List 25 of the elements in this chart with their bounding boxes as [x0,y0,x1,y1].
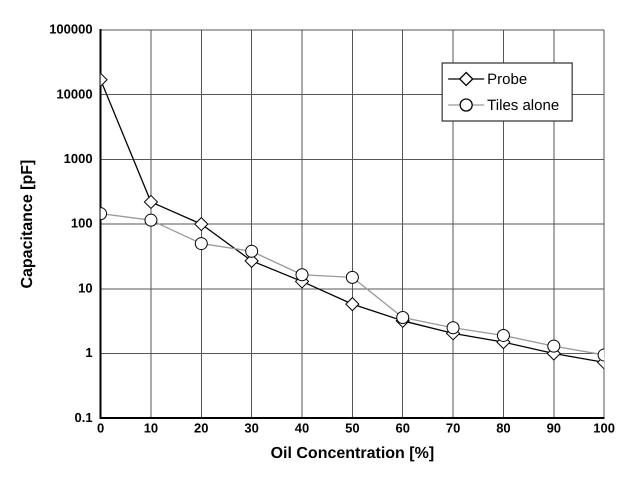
point [345,297,360,312]
y-tick-label: 1 [85,345,93,360]
x-tick-label: 70 [446,420,460,436]
y-tick-label: 100000 [49,22,93,37]
x-tick-label: 20 [194,420,209,436]
x-tick-label: 30 [244,420,259,436]
x-tick-label: 50 [345,420,360,436]
legend-label: Tiles alone [487,97,560,114]
point [144,194,158,209]
x-tick-label: 60 [395,420,410,436]
x-tick-label: 80 [496,420,511,436]
y-tick-label: 10000 [56,86,93,102]
x-tick-label: 100 [593,420,616,436]
x-axis-title: Oil Concentration [%] [270,444,434,462]
x-tick-label: 0 [96,420,104,436]
y-tick-label: 100 [70,216,93,231]
y-tick-label: 0.1 [74,410,93,425]
x-tick-label: 10 [144,420,158,436]
legend-label: Probe [487,71,528,88]
point [194,217,208,232]
x-tick-label: 40 [294,420,310,436]
y-tick-label: 1000 [64,150,93,166]
x-tick-label: 90 [546,420,562,436]
y-tick-label: 10 [78,280,93,296]
y-axis-title: Capacitance [pF] [19,160,36,289]
